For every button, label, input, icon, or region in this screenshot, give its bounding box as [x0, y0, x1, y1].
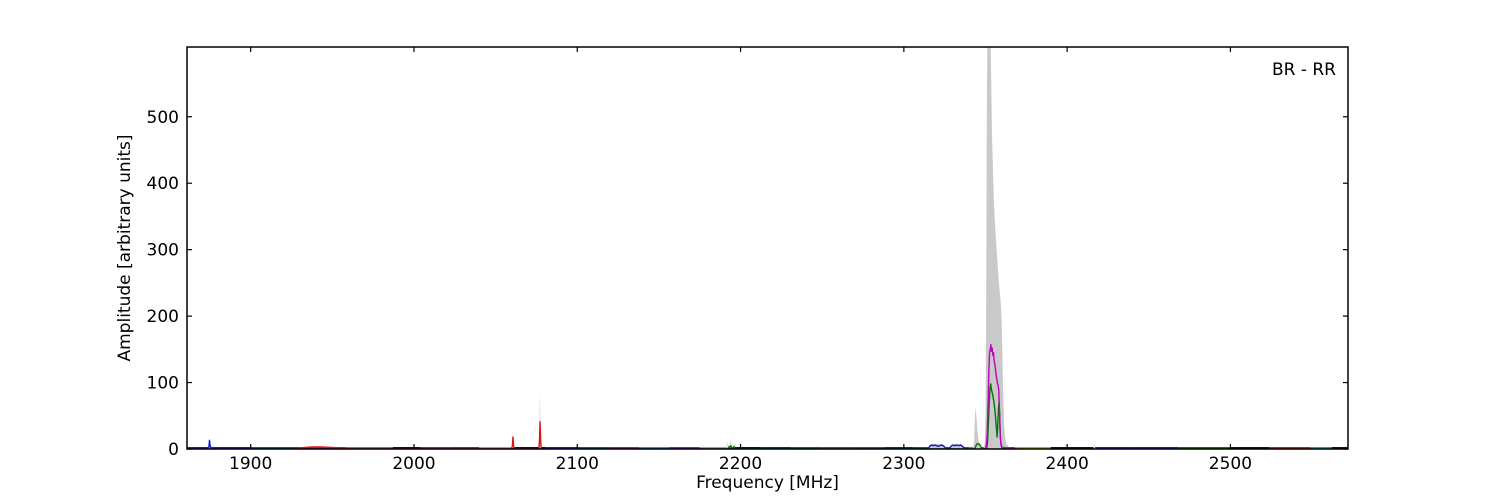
y-axis-label: Amplitude [arbitrary units] [115, 134, 135, 362]
corner-annotation: BR - RR [1271, 60, 1336, 80]
series-red-trace [294, 421, 543, 449]
series-green-trace [727, 383, 1006, 449]
x-tick-label: 2300 [882, 454, 925, 474]
y-tick-label: 100 [147, 374, 179, 394]
x-tick-label: 2400 [1046, 454, 1089, 474]
x-axis-label: Frequency [MHz] [696, 473, 839, 493]
series-gray-envelope [187, 47, 1348, 449]
x-tick-label: 2500 [1209, 454, 1252, 474]
x-tick-label: 1900 [229, 454, 272, 474]
y-tick-label: 300 [147, 241, 179, 261]
x-tick-label: 2000 [392, 454, 435, 474]
y-tick-label: 400 [147, 174, 179, 194]
y-tick-label: 500 [147, 108, 179, 128]
x-tick-label: 2200 [719, 454, 762, 474]
y-tick-label: 200 [147, 307, 179, 327]
x-tick-label: 2100 [556, 454, 599, 474]
series-magenta-trace [984, 343, 1018, 449]
y-tick-label: 0 [168, 440, 179, 460]
axes-frame [186, 46, 1349, 450]
